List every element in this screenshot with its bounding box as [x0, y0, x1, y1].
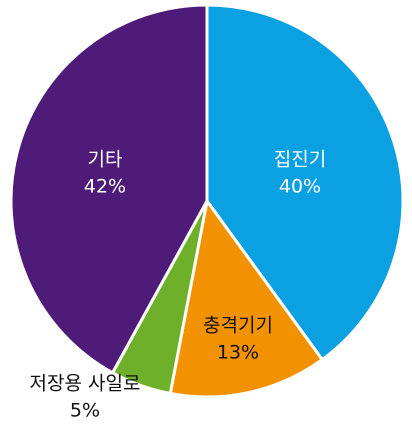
slice-label: 기타 — [88, 149, 123, 171]
pie-slice — [168, 199, 324, 399]
slice-label: 집진기 — [274, 149, 326, 171]
pie-slice — [205, 3, 405, 362]
value-label: 40% — [279, 176, 321, 198]
value-label: 42% — [84, 176, 126, 198]
value-label: 13% — [217, 342, 259, 364]
slice-label: 충격기기 — [203, 315, 273, 337]
slice-label: 저장용 사일로 — [30, 373, 141, 395]
pie-slice — [9, 3, 209, 375]
value-label: 5% — [70, 400, 100, 422]
